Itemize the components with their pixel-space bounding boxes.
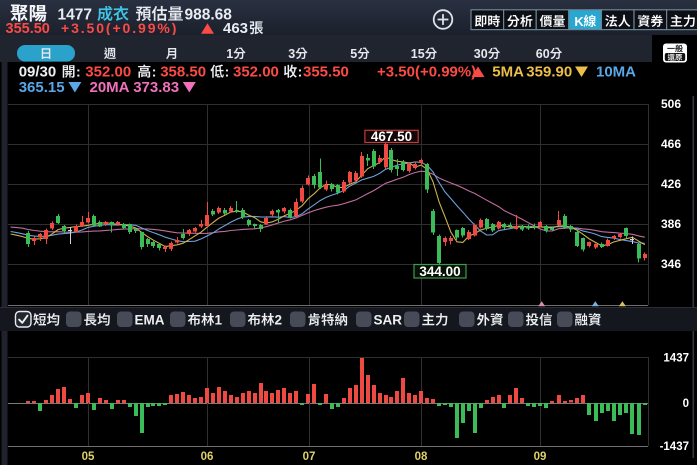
svg-text::: : [225,64,230,80]
svg-text:06: 06 [201,451,214,463]
svg-text:373.83: 373.83 [133,79,179,96]
svg-text:1477: 1477 [58,7,92,24]
svg-text:08: 08 [415,451,428,463]
svg-text:467.50: 467.50 [371,129,412,144]
svg-text:344.00: 344.00 [419,264,460,279]
svg-text:+3.50(+0.99%): +3.50(+0.99%) [61,20,178,36]
svg-text:10MA: 10MA [596,64,636,81]
svg-text:07: 07 [303,451,316,463]
svg-text::: : [298,64,303,80]
svg-text:365.15: 365.15 [19,79,65,96]
svg-text:30: 30 [474,47,488,61]
svg-text:09/30: 09/30 [19,64,57,81]
svg-text:2: 2 [275,313,283,328]
svg-text:358.50: 358.50 [160,64,206,81]
svg-text:-1437: -1437 [660,441,689,453]
svg-text:EMA: EMA [135,313,165,328]
svg-text:359.90: 359.90 [526,64,572,81]
svg-text:346: 346 [661,257,681,271]
svg-text:60: 60 [536,47,550,61]
svg-text:1: 1 [215,313,223,328]
svg-text:09: 09 [534,451,547,463]
svg-text:1437: 1437 [663,353,689,365]
svg-text:463: 463 [223,20,248,37]
svg-text:0: 0 [683,398,689,410]
svg-text:3: 3 [288,47,295,61]
svg-text:355.50: 355.50 [303,64,349,81]
svg-text:506: 506 [661,97,681,111]
svg-text:1: 1 [226,47,233,61]
svg-text:466: 466 [661,137,681,151]
svg-text:386: 386 [661,217,681,231]
svg-text:5: 5 [350,47,357,61]
svg-text:352.00: 352.00 [85,64,131,81]
svg-text:5MA: 5MA [492,64,524,81]
svg-text:SAR: SAR [374,313,403,328]
svg-text:K: K [574,14,584,29]
svg-text::: : [76,64,81,80]
svg-text:355.50: 355.50 [6,21,50,37]
svg-text:15: 15 [411,47,425,61]
svg-text:05: 05 [82,451,95,463]
svg-text:20MA: 20MA [90,79,130,96]
svg-text::: : [152,64,157,80]
svg-text:426: 426 [661,177,681,191]
svg-text:988.68: 988.68 [185,7,233,24]
svg-text:352.00: 352.00 [233,64,279,81]
svg-text:+3.50(+0.99%): +3.50(+0.99%) [377,64,476,81]
